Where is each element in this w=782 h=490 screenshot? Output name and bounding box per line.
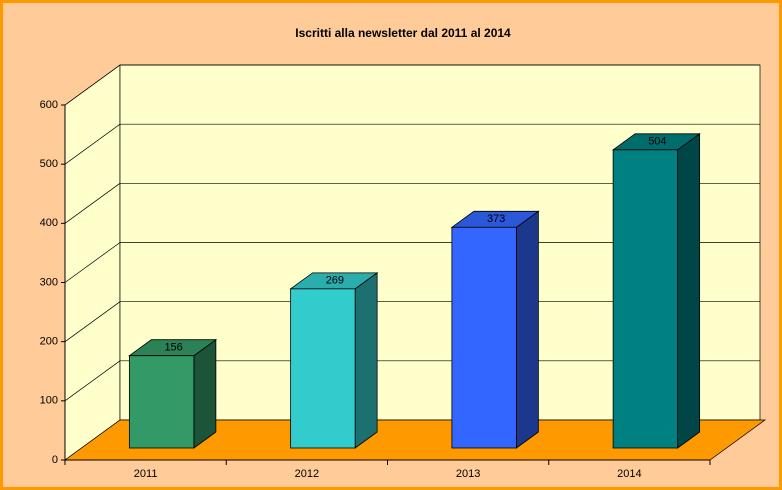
grid-line	[64, 64, 760, 106]
bar-side	[193, 338, 217, 449]
x-tick-label: 2014	[617, 468, 641, 480]
bar-side	[354, 272, 378, 449]
bar-front	[128, 355, 195, 449]
x-tick-label: 2012	[295, 468, 319, 480]
grid-line-side	[64, 183, 121, 224]
bar	[128, 338, 218, 449]
value-label: 156	[164, 342, 182, 354]
grid-line-side	[64, 64, 121, 106]
x-tick-label: 2011	[134, 468, 158, 480]
y-tick-label: 600	[40, 99, 58, 111]
y-tick-label: 400	[40, 217, 58, 229]
bar	[611, 133, 701, 449]
bar-side	[515, 210, 539, 449]
y-tick-label: 200	[40, 336, 58, 348]
grid-line-side	[64, 360, 121, 402]
grid-line-side	[64, 301, 121, 342]
bar	[450, 210, 540, 449]
value-label: 504	[648, 136, 666, 148]
grid-line-side	[64, 242, 121, 283]
bar-side	[677, 133, 701, 449]
bar	[289, 272, 379, 449]
grid-line-side	[64, 123, 121, 165]
bar-front	[612, 149, 679, 449]
y-tick-label: 0	[52, 454, 58, 466]
x-tick-label: 2013	[456, 468, 480, 480]
chart-title: Iscritti alla newsletter dal 2011 al 201…	[295, 26, 511, 40]
y-tick-label: 500	[40, 158, 58, 170]
grid-line	[64, 123, 760, 165]
value-label: 269	[326, 275, 344, 287]
y-tick-label: 100	[40, 395, 58, 407]
bar-front	[451, 226, 517, 449]
bar-front	[290, 288, 356, 449]
y-tick-label: 300	[40, 276, 58, 288]
value-label: 373	[487, 213, 505, 225]
